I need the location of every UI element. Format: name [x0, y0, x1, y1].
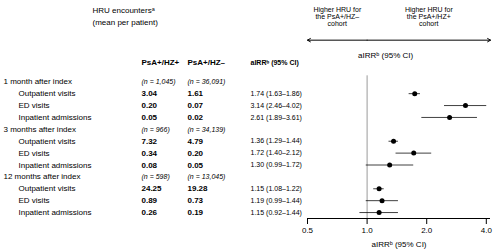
svg-text:0.73: 0.73: [188, 196, 204, 205]
svg-text:ED visits: ED visits: [19, 149, 50, 158]
svg-text:(n = 34,139): (n = 34,139): [188, 126, 226, 134]
svg-text:3.14 (2.46–4.02): 3.14 (2.46–4.02): [251, 102, 302, 110]
svg-text:1.74 (1.63–1.86): 1.74 (1.63–1.86): [251, 90, 302, 98]
svg-text:0.5: 0.5: [302, 226, 314, 235]
svg-text:Outpatient visits: Outpatient visits: [19, 89, 76, 98]
svg-text:HRU encountersᵃ: HRU encountersᵃ: [93, 6, 156, 15]
svg-text:(n = 13,045): (n = 13,045): [188, 173, 226, 181]
svg-text:Higher HRU forthe PsA+/HZ–coho: Higher HRU forthe PsA+/HZ–cohort: [313, 6, 362, 27]
svg-text:0.19: 0.19: [188, 208, 204, 217]
svg-text:1.36 (1.29–1.44): 1.36 (1.29–1.44): [251, 137, 302, 145]
svg-text:Inpatient admissions: Inpatient admissions: [19, 208, 92, 217]
svg-text:ED visits: ED visits: [19, 101, 50, 110]
svg-text:Higher HRU forthe PsA+/HZ+coho: Higher HRU forthe PsA+/HZ+cohort: [405, 6, 454, 27]
svg-text:1.0: 1.0: [362, 226, 374, 235]
svg-text:1.72 (1.40–2.12): 1.72 (1.40–2.12): [251, 149, 302, 157]
svg-text:0.20: 0.20: [142, 101, 158, 110]
svg-text:0.07: 0.07: [188, 101, 204, 110]
svg-text:12 months after index: 12 months after index: [4, 172, 81, 181]
svg-text:aIRRᵇ (95% CI): aIRRᵇ (95% CI): [371, 240, 426, 249]
svg-text:Outpatient visits: Outpatient visits: [19, 184, 76, 193]
svg-text:PsA+/HZ+: PsA+/HZ+: [142, 58, 180, 67]
svg-text:1.30 (0.99–1.72): 1.30 (0.99–1.72): [251, 161, 302, 169]
svg-text:3.04: 3.04: [142, 89, 158, 98]
svg-text:4.0: 4.0: [481, 226, 493, 235]
svg-text:aIRRᵇ (95% CI): aIRRᵇ (95% CI): [251, 59, 299, 67]
svg-text:1 month after index: 1 month after index: [4, 77, 72, 86]
svg-text:0.89: 0.89: [142, 196, 158, 205]
svg-text:aIRRᵇ (95% CI): aIRRᵇ (95% CI): [358, 51, 413, 60]
svg-text:0.26: 0.26: [142, 208, 158, 217]
svg-text:3 months after index: 3 months after index: [4, 125, 76, 134]
svg-text:7.32: 7.32: [142, 137, 158, 146]
svg-text:0.05: 0.05: [188, 161, 204, 170]
svg-text:1.61: 1.61: [188, 89, 204, 98]
svg-text:1.15 (0.92–1.44): 1.15 (0.92–1.44): [251, 209, 302, 217]
svg-text:0.34: 0.34: [142, 149, 158, 158]
svg-text:Inpatient admissions: Inpatient admissions: [19, 113, 92, 122]
svg-text:19.28: 19.28: [188, 184, 209, 193]
svg-text:(mean per patient): (mean per patient): [93, 18, 159, 27]
svg-text:0.05: 0.05: [142, 113, 158, 122]
svg-text:(n = 966): (n = 966): [142, 126, 170, 134]
svg-text:0.20: 0.20: [188, 149, 204, 158]
svg-text:0.08: 0.08: [142, 161, 158, 170]
svg-text:2.0: 2.0: [421, 226, 433, 235]
svg-text:Inpatient admissions: Inpatient admissions: [19, 161, 92, 170]
svg-text:ED visits: ED visits: [19, 196, 50, 205]
svg-text:(n = 36,091): (n = 36,091): [188, 78, 226, 86]
svg-text:4.79: 4.79: [188, 137, 204, 146]
svg-text:PsA+/HZ–: PsA+/HZ–: [188, 58, 226, 67]
svg-text:24.25: 24.25: [142, 184, 163, 193]
svg-text:(n = 1,045): (n = 1,045): [142, 78, 176, 86]
svg-text:(n = 598): (n = 598): [142, 173, 170, 181]
svg-text:0.02: 0.02: [188, 113, 204, 122]
svg-text:2.61 (1.89–3.61): 2.61 (1.89–3.61): [251, 114, 302, 122]
svg-text:1.15 (1.08–1.22): 1.15 (1.08–1.22): [251, 185, 302, 193]
svg-text:1.19 (0.99–1.44): 1.19 (0.99–1.44): [251, 197, 302, 205]
svg-text:Outpatient visits: Outpatient visits: [19, 137, 76, 146]
